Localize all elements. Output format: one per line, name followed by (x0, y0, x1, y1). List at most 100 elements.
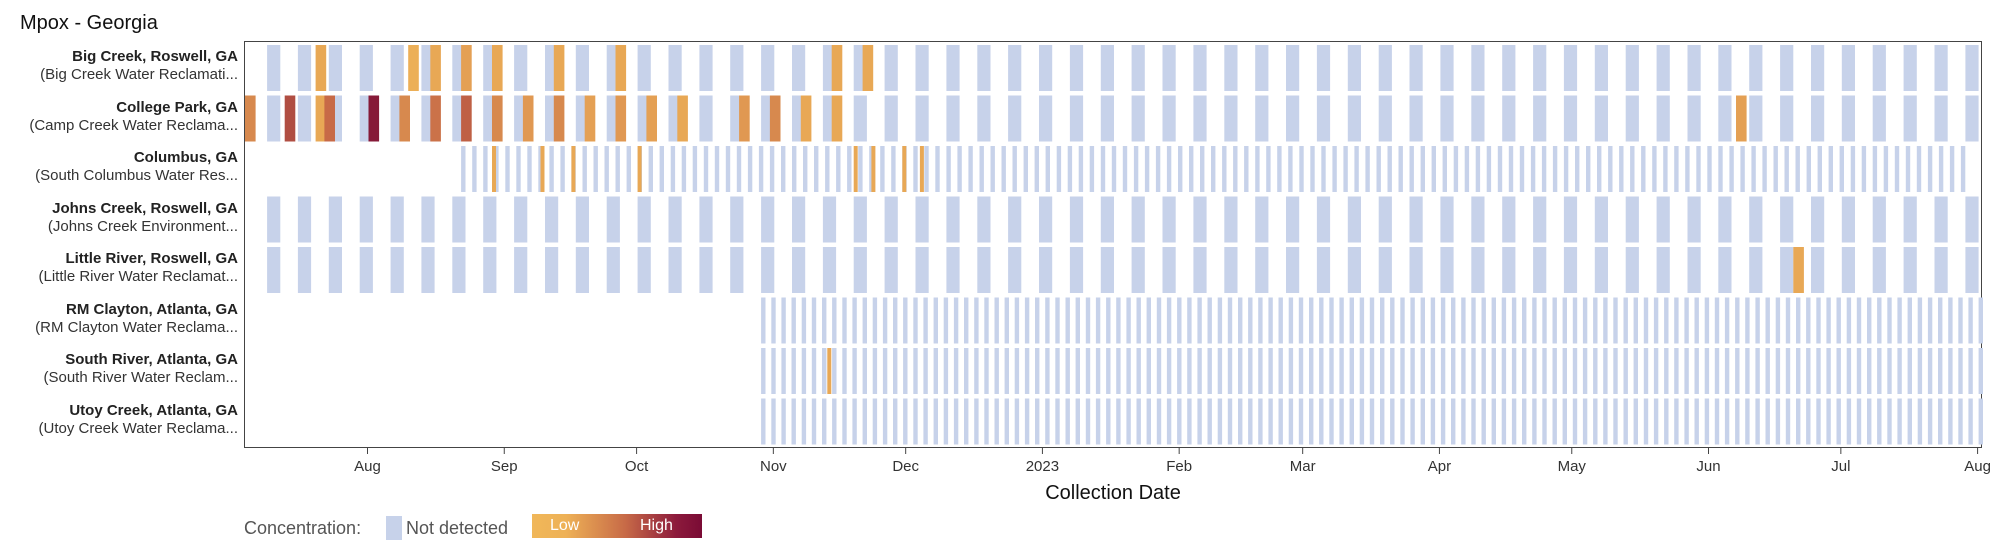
sample-bar (1288, 297, 1294, 344)
sample-bar (1268, 398, 1273, 445)
sample-bar (1197, 348, 1202, 394)
sample-bar (801, 398, 807, 445)
sample-bar (1867, 348, 1872, 394)
sample-bar (1122, 146, 1128, 192)
sample-bar (872, 297, 878, 344)
sample-bar (1532, 348, 1537, 394)
detection-bar (677, 95, 688, 142)
site-plant: (RM Clayton Water Reclama... (35, 318, 238, 336)
sample-bar (1298, 398, 1304, 445)
sample-bar (1286, 247, 1300, 293)
sample-bar (1095, 348, 1101, 394)
sample-bar (1453, 146, 1459, 192)
sample-bar (1816, 297, 1821, 344)
sample-bar (1349, 398, 1354, 445)
sample-bar (1461, 348, 1466, 394)
sample-bar (1193, 45, 1207, 91)
sample-bar (990, 146, 995, 192)
sample-bar (1339, 348, 1344, 394)
sample-bar (1582, 297, 1588, 344)
sample-bar (1867, 398, 1872, 445)
sample-bar (1268, 348, 1273, 394)
sample-bar (1785, 398, 1791, 445)
sample-bar (862, 398, 867, 445)
sample-bar (884, 95, 898, 142)
detection-bar (324, 95, 335, 142)
sample-bar (514, 196, 528, 243)
sample-bar (1039, 45, 1053, 91)
sample-bar (699, 95, 713, 142)
sample-bar (1329, 348, 1334, 394)
sample-bar (1126, 297, 1131, 344)
sample-bar (1347, 196, 1361, 243)
sample-bar (1749, 95, 1763, 142)
sample-bar (1613, 297, 1618, 344)
sample-bar (1316, 247, 1331, 293)
sample-bar (1625, 95, 1639, 142)
sample-bar (1008, 247, 1022, 293)
detection-bar (637, 146, 642, 192)
sample-bar (893, 348, 898, 394)
sample-bar (1826, 398, 1831, 445)
sample-bar (483, 247, 497, 293)
sample-bar (1938, 297, 1943, 344)
sample-bar (1166, 146, 1172, 192)
sample-bar (847, 146, 852, 192)
sample-bar (1674, 348, 1679, 394)
sample-bar (648, 146, 653, 192)
sample-bar (1166, 398, 1172, 445)
sample-bar (1718, 95, 1732, 142)
sample-bar (1775, 297, 1781, 344)
sample-bar (913, 146, 918, 192)
sample-bar (946, 146, 951, 192)
sample-bar (953, 398, 959, 445)
sample-bar (514, 45, 528, 91)
detection-bar (871, 146, 876, 192)
sample-bar (1934, 196, 1948, 243)
detection-bar (853, 146, 858, 192)
sample-bar (1288, 146, 1293, 192)
sample-bar (1258, 297, 1263, 344)
sample-bar (1227, 297, 1233, 344)
sample-bar (1440, 247, 1454, 293)
sample-bar (1004, 398, 1009, 445)
sample-bar (668, 45, 682, 91)
sample-bar (1905, 146, 1911, 192)
sample-bar (1217, 297, 1223, 344)
sample-bar (1968, 297, 1973, 344)
site-name: Columbus, GA (133, 149, 238, 166)
x-tick-label: Mar (1290, 458, 1316, 475)
site-label: Utoy Creek, Atlanta, GA (Utoy Creek Water… (0, 402, 239, 438)
sample-bar (1197, 398, 1202, 445)
sample-bar (1965, 247, 1979, 293)
sample-bar (1400, 297, 1405, 344)
sample-bar (1440, 95, 1454, 142)
sample-bar (1349, 348, 1354, 394)
sample-bar (1563, 45, 1578, 91)
sample-bar (1653, 348, 1659, 394)
sample-bar (822, 348, 827, 394)
detection-bar (461, 95, 472, 142)
sample-bar (1684, 348, 1689, 394)
site-name: Johns Creek, Roswell, GA (52, 199, 238, 217)
sample-bar (1224, 45, 1238, 91)
sample-bar (1542, 297, 1547, 344)
sample-bar (421, 196, 435, 243)
sample-bar (761, 247, 775, 293)
sample-bar (1100, 146, 1106, 192)
sample-bar (832, 398, 837, 445)
sample-bar (913, 398, 918, 445)
sample-bar (994, 398, 999, 445)
sample-bar (1718, 247, 1732, 293)
sample-bar (923, 348, 928, 394)
sample-bar (1116, 297, 1121, 344)
sample-bar (1224, 196, 1238, 243)
sample-bar (1856, 398, 1862, 445)
sample-bar (915, 247, 929, 293)
sample-bar (1533, 196, 1547, 243)
sample-bar (1471, 348, 1476, 394)
site-label: Johns Creek, Roswell, GA (Johns Creek Env… (0, 200, 238, 236)
sample-bar (1608, 146, 1613, 192)
sample-bar (1420, 348, 1425, 394)
site-name: RM Clayton, Atlanta, GA (66, 300, 238, 318)
